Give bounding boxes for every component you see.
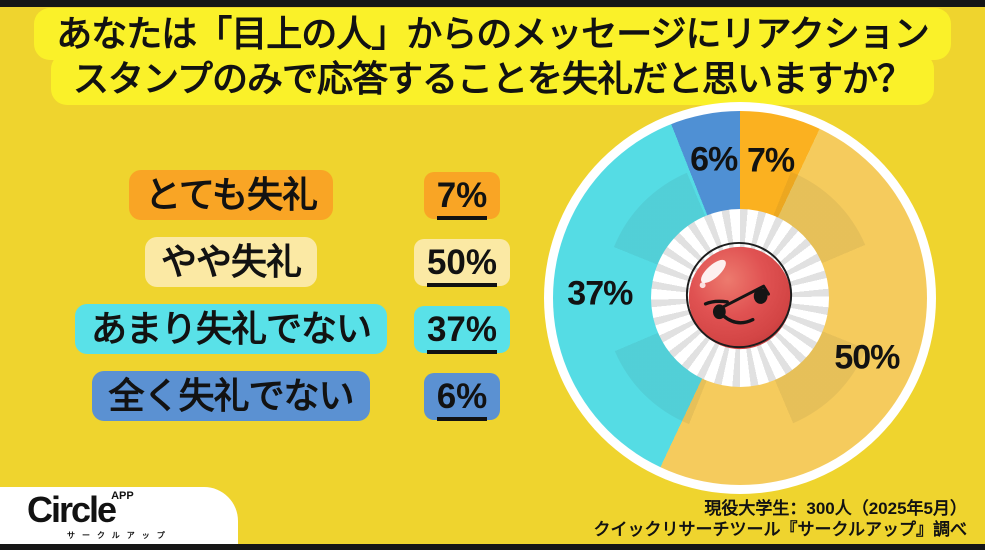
- legend-value: 7%: [423, 171, 501, 220]
- legend-row-not-rude-at-all: 全く失礼でない 6%: [66, 371, 522, 421]
- survey-source-line2: クイックリサーチツール『サークルアップ』調べ: [593, 519, 968, 539]
- brand-logo: Circle: [27, 489, 117, 530]
- brand-logo-subtitle: サークルアップ: [67, 531, 172, 540]
- legend-row-somewhat-rude: やや失礼 50%: [66, 237, 522, 287]
- legend-value: 6%: [423, 372, 501, 421]
- donut-chart: 7% 50% 37% 6%: [544, 102, 936, 494]
- legend-label: あまり失礼でない: [74, 304, 387, 354]
- page-title: あなたは「目上の人」からのメッセージにリアクション スタンプのみで応答することを…: [0, 8, 985, 105]
- chart-legend: とても失礼 7% やや失礼 50% あまり失礼でない 37% 全く失礼でない 6…: [66, 170, 522, 438]
- legend-row-very-rude: とても失礼 7%: [66, 170, 522, 220]
- survey-source: 現役大学生：300人（2025年5月） クイックリサーチツール『サークルアップ』…: [594, 498, 968, 541]
- legend-value: 37%: [413, 305, 511, 354]
- legend-label: 全く失礼でない: [92, 371, 370, 421]
- brand-logo-app-tag: APP: [111, 490, 134, 502]
- logo-card: Circle APP サークルアップ: [0, 487, 238, 544]
- angry-face-icon: [685, 241, 793, 350]
- legend-row-not-very-rude: あまり失礼でない 37%: [66, 304, 522, 354]
- legend-value: 50%: [413, 238, 511, 287]
- top-edge-strip: [0, 0, 985, 7]
- page-title-line2: スタンプのみで応答することを失礼だと思いますか？: [51, 52, 934, 105]
- survey-source-line1: 現役大学生：300人（2025年5月）: [704, 498, 967, 518]
- pie-slice-label: 7%: [747, 141, 795, 180]
- pie-slice-label: 50%: [834, 338, 900, 377]
- pie-slice-label: 37%: [567, 274, 633, 313]
- legend-label: やや失礼: [144, 237, 317, 287]
- pie-slice-label: 6%: [690, 140, 738, 179]
- bottom-edge-strip: [0, 544, 985, 550]
- legend-label: とても失礼: [128, 170, 334, 220]
- page-title-line1: あなたは「目上の人」からのメッセージにリアクション: [34, 8, 951, 60]
